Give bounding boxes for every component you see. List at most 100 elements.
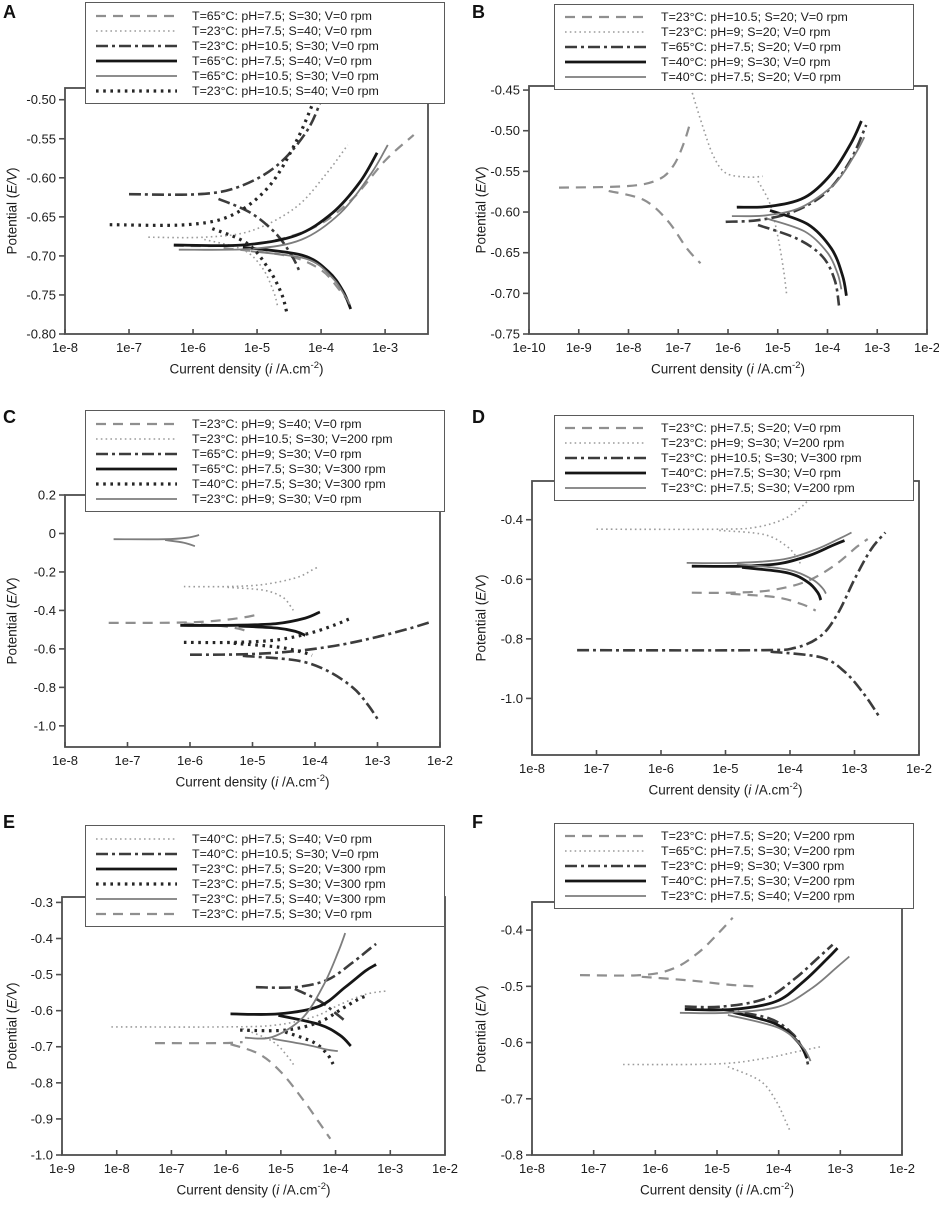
legend-item: T=40°C: pH=7.5; S=30; V=300 rpm: [94, 477, 436, 491]
legend-line-sample: [96, 467, 177, 470]
legend-item: T=23°C: pH=10.5; S=30; V=300 rpm: [563, 451, 905, 465]
x-tick-label: 1e-4: [302, 753, 328, 768]
series-line-anodic: [731, 136, 866, 218]
y-tick-label: -0.60: [490, 205, 520, 220]
y-tick-label: -0.8: [501, 1148, 523, 1163]
x-tick-label: 1e-6: [648, 761, 674, 776]
series-line-cathodic: [242, 654, 380, 722]
legend-line-sample: [565, 31, 646, 33]
panel-F: F 1e-8 1e-7 1e-6 1e-5 1e-4 1e-3 1e-2 -0.4 -0.5 -0.…: [469, 810, 939, 1206]
x-axis-superscript: -2: [317, 1181, 326, 1192]
x-tick-label: 1e-7: [114, 753, 140, 768]
series-line-cathodic: [284, 1030, 335, 1065]
x-tick-label: 1e-5: [239, 753, 265, 768]
plot-frame: [531, 480, 920, 756]
y-axis-label-text: ): [473, 166, 489, 171]
x-axis-superscript: -2: [310, 360, 319, 371]
x-tick-label: 1e-3: [377, 1161, 403, 1176]
legend-item: T=23°C: pH=7.5; S=20; V=0 rpm: [563, 421, 905, 435]
legend-label: T=23°C: pH=9; S=30; V=0 rpm: [192, 491, 362, 506]
panel-C: C 1e-8 1e-7 1e-6 1e-5 1e-4 1e-3 1e-2 0.2 0 -0.2 -0.…: [0, 405, 469, 810]
y-tick-label: -0.8: [501, 631, 523, 646]
y-axis-label-text: ): [4, 982, 20, 987]
x-tick-label: 1e-3: [827, 1161, 853, 1176]
series-line-anodic: [178, 144, 389, 251]
panel-letter: B: [472, 2, 485, 22]
y-axis-label-text: Potential (: [473, 1011, 489, 1073]
x-axis-label-text: /A.cm: [753, 361, 793, 377]
x-axis-superscript: -2: [792, 360, 801, 371]
legend: T=23°C: pH=9; S=40; V=0 rpm T=23°C: pH=10…: [85, 410, 445, 512]
legend-label: T=23°C: pH=7.5; S=20; V=200 rpm: [661, 829, 855, 844]
series-line-cathodic: [608, 189, 702, 265]
legend: T=23°C: pH=7.5; S=20; V=200 rpm T=65°C: p…: [554, 823, 914, 909]
legend-line-sample: [96, 837, 177, 840]
legend-line-sample: [565, 456, 646, 460]
x-axis-superscript: -2: [781, 1181, 790, 1192]
panel-B: B 1e-10 1e-9 1e-8 1e-7 1e-6 1e-5 1e-4 1e-3 1e-2 -0…: [469, 0, 939, 405]
y-tick-label: -0.6: [31, 1003, 53, 1018]
legend-item: T=23°C: pH=7.5; S=40; V=300 rpm: [94, 892, 436, 906]
x-tick-label: 1e-6: [213, 1161, 239, 1176]
x-tick-label: 1e-3: [841, 761, 867, 776]
series-line-cathodic: [766, 217, 843, 290]
series-line-anodic: [189, 620, 433, 656]
x-axis-variable: i: [748, 782, 752, 798]
legend-item: T=23°C: pH=7.5; S=40; V=200 rpm: [563, 889, 905, 903]
series-line-cathodic: [727, 1065, 791, 1131]
legend-item: T=23°C: pH=7.5; S=30; V=0 rpm: [94, 907, 436, 921]
y-tick-label: -0.55: [490, 164, 520, 179]
series-line-cathodic: [272, 1037, 338, 1052]
legend-label: T=23°C: pH=7.5; S=20; V=0 rpm: [661, 421, 841, 436]
series-line-anodic: [108, 614, 256, 625]
x-tick-label: 1e-8: [615, 340, 641, 355]
y-axis-label-text: ): [473, 574, 489, 579]
legend: T=65°C: pH=7.5; S=30; V=0 rpm T=23°C: pH=…: [85, 2, 445, 104]
legend-label: T=23°C: pH=7.5; S=30; V=0 rpm: [192, 906, 372, 921]
x-tick-label: 1e-2: [427, 753, 453, 768]
legend-line-sample: [96, 497, 177, 500]
y-tick-label: -0.70: [26, 248, 56, 263]
series-line-anodic: [111, 990, 388, 1028]
series-line-anodic: [623, 1045, 822, 1066]
legend-label: T=65°C: pH=7.5; S=20; V=0 rpm: [661, 39, 841, 54]
legend-label: T=65°C: pH=10.5; S=30; V=0 rpm: [192, 68, 379, 83]
legend-label: T=23°C: pH=9; S=30; V=300 rpm: [661, 858, 845, 873]
x-tick-label: 1e-8: [519, 1161, 545, 1176]
x-axis-label: Current density (i /A.cm-2): [529, 360, 927, 377]
series-line-anodic: [577, 531, 887, 652]
legend-line-sample: [565, 850, 646, 852]
panel-letter: E: [3, 812, 16, 832]
plot-frame: [64, 494, 441, 748]
x-tick-label: 1e-2: [906, 761, 932, 776]
x-axis-label-text: Current density (: [176, 1182, 277, 1198]
x-axis-label-text: ): [325, 774, 330, 790]
legend-line-sample: [96, 29, 177, 32]
y-tick-label: -0.75: [26, 287, 56, 302]
x-tick-label: 1e-6: [177, 753, 203, 768]
series-line-anodic: [113, 534, 200, 541]
legend-item: T=23°C: pH=9; S=20; V=0 rpm: [563, 25, 905, 39]
x-tick-label: 1e-5: [712, 761, 738, 776]
legend-line-sample: [96, 481, 177, 486]
x-tick-label: 1e-5: [765, 340, 791, 355]
series-line-cathodic: [730, 592, 817, 612]
series-line-cathodic: [250, 250, 351, 305]
series-line-cathodic: [164, 539, 196, 548]
legend-item: T=23°C: pH=10.5; S=30; V=0 rpm: [94, 39, 436, 53]
y-tick-label: -0.50: [490, 123, 520, 138]
legend-line-sample: [96, 44, 177, 47]
legend: T=23°C: pH=10.5; S=20; V=0 rpm T=23°C: pH…: [554, 4, 914, 90]
x-tick-label: 1e-3: [864, 340, 890, 355]
legend-item: T=23°C: pH=7.5; S=40; V=0 rpm: [94, 24, 436, 38]
legend-item: T=23°C: pH=9; S=30; V=200 rpm: [563, 436, 905, 450]
legend-label: T=40°C: pH=7.5; S=30; V=300 rpm: [192, 476, 386, 491]
legend-label: T=23°C: pH=9; S=30; V=200 rpm: [661, 436, 845, 451]
legend-item: T=23°C: pH=9; S=30; V=300 rpm: [563, 859, 905, 873]
series-line-anodic: [154, 1041, 243, 1045]
y-tick-label: -1.0: [501, 691, 523, 706]
x-tick-label: 1e-5: [704, 1161, 730, 1176]
series-line-cathodic: [183, 622, 247, 633]
y-axis-variable: E/V: [473, 989, 489, 1012]
plot-frame: [528, 85, 928, 335]
